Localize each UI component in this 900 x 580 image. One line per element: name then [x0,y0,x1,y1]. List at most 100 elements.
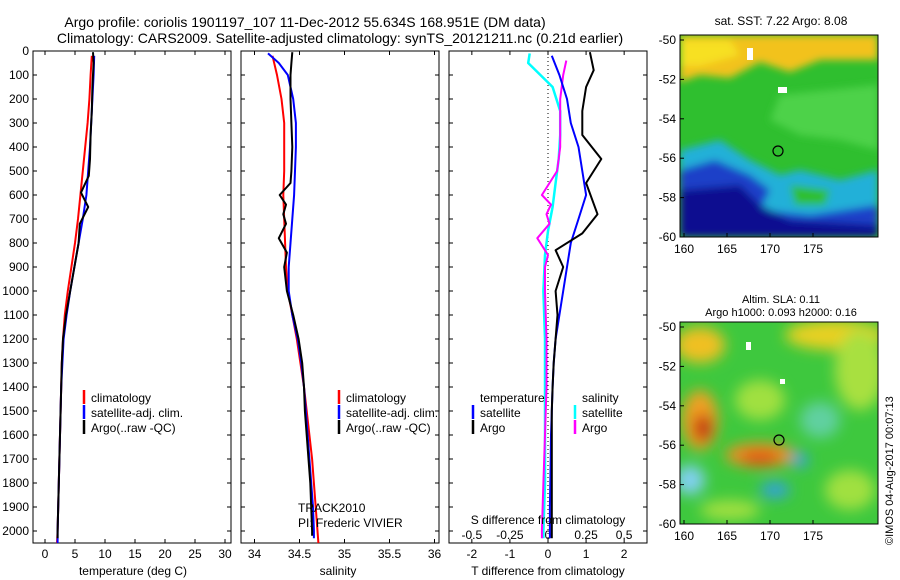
legend-satellite-label: satellite-adj. clim. [346,406,438,420]
temperature-x-axis: 0 5 10 15 20 25 30 [42,51,232,561]
legend-s-argo-label: Argo [582,421,608,435]
salinity-axis-label: salinity [320,564,357,578]
sla-map-title: Altim. SLA: 0.11 [742,294,820,306]
sla-map-lon-label: 170 [760,529,780,543]
depth-tick-label: 1400 [2,380,29,394]
sst-map-lat-axis: -50 -52 -54 -56 -58 -60 [659,33,684,244]
difference-legend: temperature salinity satellite Argo sate… [471,391,623,435]
depth-tick-label: 1300 [2,356,29,370]
s-difference-tick-label: 0.5 [616,528,633,542]
sst-map-lat-label: -50 [659,33,677,47]
depth-tick-label: 1700 [2,452,29,466]
sst-map-title: sat. SST: 7.22 Argo: 8.08 [715,14,848,28]
temperature-argo-line [56,52,95,539]
sla-map-lon-label: 160 [674,529,694,543]
depth-tick-label: 700 [9,212,29,226]
sst-map-lon-label: 175 [803,242,823,256]
salinity-tick-label: 34.5 [288,547,312,561]
temperature-tick-label: 10 [98,547,112,561]
salinity-panel [240,50,440,544]
salinity-legend: climatology satellite-adj. clim. Argo(..… [337,390,438,435]
t-difference-axis-label: T difference from climatology [471,564,625,578]
sst-map [680,35,878,237]
temperature-panel [32,50,232,544]
sst-map-lon-label: 160 [674,242,694,256]
s-difference-tick-label: -0.5 [462,528,483,542]
depth-tick-label: 600 [9,188,29,202]
sst-map-lon-axis: 160 165 170 175 [674,233,823,256]
temperature-tick-label: 20 [158,547,172,561]
sla-map-lat-label: -54 [659,399,677,413]
legend-t-argo-label: Argo [480,421,506,435]
legend-climatology-label: climatology [346,391,406,405]
island-marker [778,87,787,93]
legend-s-satellite-label: satellite [582,406,623,420]
sst-map-lat-label: -54 [659,112,677,126]
figure-title-line2: Climatology: CARS2009. Satellite-adjuste… [57,30,623,46]
sst-map-lon-label: 165 [717,242,737,256]
depth-tick-label: 2000 [2,524,29,538]
salinity-argo-line [277,52,314,536]
depth-tick-label: 0 [22,44,29,58]
sla-map-lat-label: -52 [659,359,677,373]
figure-title-line1: Argo profile: coriolis 1901197_107 11-De… [64,14,545,30]
t-difference-tick-label: 0 [545,547,552,561]
t-difference-tick-label: 2 [621,547,628,561]
legend-t-satellite-label: satellite [480,406,521,420]
depth-tick-label: 100 [9,68,29,82]
t-difference-argo-line [550,51,603,539]
salinity-tick-label: 34 [248,547,262,561]
legend-argo-label: Argo(..raw -QC) [346,421,431,435]
t-difference-tick-label: -1 [505,547,516,561]
argo-location-marker [773,434,785,446]
depth-tick-label: 200 [9,92,29,106]
depth-tick-label: 1000 [2,284,29,298]
sla-map [680,322,878,524]
salinity-x-axis: 34 34.5 35 35.5 36 [248,51,441,561]
legend-climatology-label: climatology [91,391,151,405]
temperature-tick-label: 5 [72,547,79,561]
sla-map-lon-label: 165 [717,529,737,543]
imos-watermark: ©IMOS 04-Aug-2017 00:07:13 [884,396,896,545]
depth-axis: 0 100 200 300 400 500 600 700 800 900 1000 1100 1200… [2,44,647,538]
depth-tick-label: 300 [9,116,29,130]
sst-map-lat-label: -52 [659,72,677,86]
depth-tick-label: 900 [9,260,29,274]
t-difference-tick-label: -2 [467,547,478,561]
t-difference-satellite-line [548,55,588,539]
temperature-tick-label: 30 [218,547,232,561]
sla-map-lat-axis: -50 -52 -54 -56 -58 -60 [659,320,684,531]
s-difference-tick-label: 0.25 [574,528,598,542]
depth-tick-label: 500 [9,164,29,178]
s-difference-axis-label: S difference from climatology [471,513,626,527]
salinity-tick-label: 35.5 [378,547,402,561]
track-note: TRACK2010 [298,501,366,515]
depth-tick-label: 1900 [2,500,29,514]
salinity-tick-label: 35 [338,547,352,561]
sst-map-frame [679,34,879,238]
legend-argo-label: Argo(..raw -QC) [91,421,176,435]
depth-tick-label: 1200 [2,332,29,346]
s-difference-x-axis: -0.5 -0.25 0 0.25 0.5 [462,528,633,542]
island-marker [746,342,751,350]
island-marker [780,379,785,384]
s-difference-tick-label: 0 [545,528,552,542]
sst-map-lat-label: -56 [659,151,677,165]
sla-map-lat-label: -58 [659,478,677,492]
sst-map-lat-label: -60 [659,230,677,244]
legend-satellite-label: satellite-adj. clim. [91,406,183,420]
temperature-tick-label: 25 [188,547,202,561]
depth-tick-label: 1100 [3,308,29,322]
s-difference-tick-label: -0.25 [496,528,524,542]
sla-map-frame [679,321,879,525]
sst-map-lon-label: 170 [760,242,780,256]
sla-map-lat-label: -50 [659,320,677,334]
legend-salinity-header: salinity [582,391,619,405]
depth-tick-label: 1500 [2,404,29,418]
depth-tick-label: 800 [9,236,29,250]
t-difference-tick-label: 1 [583,547,590,561]
depth-tick-label: 1800 [2,476,29,490]
sla-map-lon-label: 175 [803,529,823,543]
sla-map-lat-label: -56 [659,438,677,452]
legend-temperature-header: temperature [480,391,545,405]
